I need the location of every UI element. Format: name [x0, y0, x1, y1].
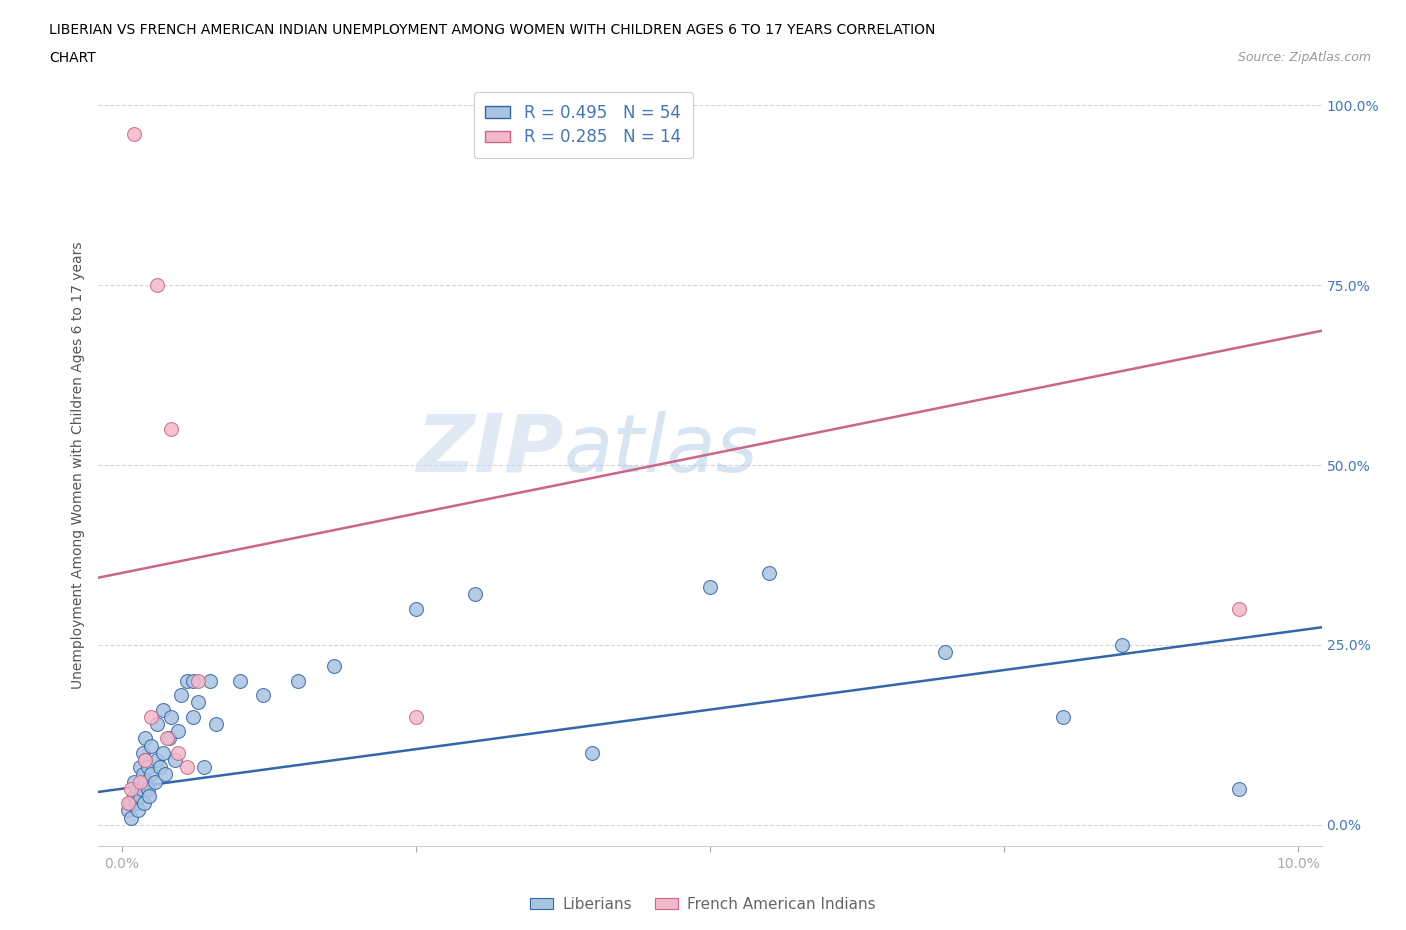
Point	[1111, 637, 1133, 652]
Point	[699, 580, 721, 595]
Point	[581, 745, 603, 760]
Point	[155, 767, 177, 782]
Point	[228, 673, 250, 688]
Point	[146, 752, 169, 767]
Point	[146, 716, 169, 731]
Point	[143, 774, 166, 789]
Point	[127, 781, 149, 796]
Point	[146, 278, 169, 293]
Point	[134, 752, 156, 767]
Point	[125, 796, 148, 811]
Point	[134, 752, 156, 767]
Point	[122, 126, 145, 141]
Point	[122, 774, 145, 789]
Point	[160, 710, 183, 724]
Point	[156, 731, 179, 746]
Point	[187, 673, 209, 688]
Point	[167, 724, 190, 738]
Point	[322, 659, 344, 674]
Point	[120, 781, 142, 796]
Point	[128, 789, 150, 804]
Point	[122, 789, 145, 804]
Legend: Liberians, French American Indians: Liberians, French American Indians	[524, 891, 882, 918]
Point	[163, 752, 186, 767]
Legend: R = 0.495   N = 54, R = 0.285   N = 14: R = 0.495 N = 54, R = 0.285 N = 14	[474, 92, 693, 158]
Point	[128, 774, 150, 789]
Point	[117, 796, 139, 811]
Point	[141, 738, 163, 753]
Point	[134, 774, 156, 789]
Point	[176, 673, 198, 688]
Point	[141, 710, 163, 724]
Point	[181, 673, 204, 688]
Point	[120, 796, 142, 811]
Point	[134, 731, 156, 746]
Point	[157, 731, 180, 746]
Point	[405, 710, 427, 724]
Text: Source: ZipAtlas.com: Source: ZipAtlas.com	[1237, 51, 1371, 64]
Point	[127, 803, 149, 817]
Point	[167, 745, 190, 760]
Text: atlas: atlas	[564, 411, 758, 489]
Point	[198, 673, 221, 688]
Point	[117, 803, 139, 817]
Point	[287, 673, 309, 688]
Point	[152, 745, 174, 760]
Point	[1052, 710, 1074, 724]
Y-axis label: Unemployment Among Women with Children Ages 6 to 17 years: Unemployment Among Women with Children A…	[72, 241, 86, 689]
Point	[1227, 602, 1250, 617]
Point	[176, 760, 198, 775]
Point	[131, 781, 153, 796]
Point	[120, 810, 142, 825]
Point	[181, 710, 204, 724]
Point	[134, 796, 156, 811]
Point	[205, 716, 228, 731]
Point	[152, 702, 174, 717]
Point	[187, 695, 209, 710]
Point	[136, 760, 159, 775]
Point	[405, 602, 427, 617]
Text: ZIP: ZIP	[416, 411, 564, 489]
Point	[1227, 781, 1250, 796]
Point	[170, 688, 193, 703]
Point	[252, 688, 274, 703]
Point	[132, 745, 155, 760]
Point	[136, 781, 159, 796]
Point	[934, 644, 956, 659]
Point	[464, 587, 486, 602]
Text: LIBERIAN VS FRENCH AMERICAN INDIAN UNEMPLOYMENT AMONG WOMEN WITH CHILDREN AGES 6: LIBERIAN VS FRENCH AMERICAN INDIAN UNEMP…	[49, 23, 935, 37]
Point	[138, 789, 160, 804]
Point	[193, 760, 215, 775]
Point	[160, 421, 183, 436]
Point	[128, 760, 150, 775]
Point	[149, 760, 172, 775]
Text: CHART: CHART	[49, 51, 96, 65]
Point	[132, 767, 155, 782]
Point	[758, 565, 780, 580]
Point	[141, 767, 163, 782]
